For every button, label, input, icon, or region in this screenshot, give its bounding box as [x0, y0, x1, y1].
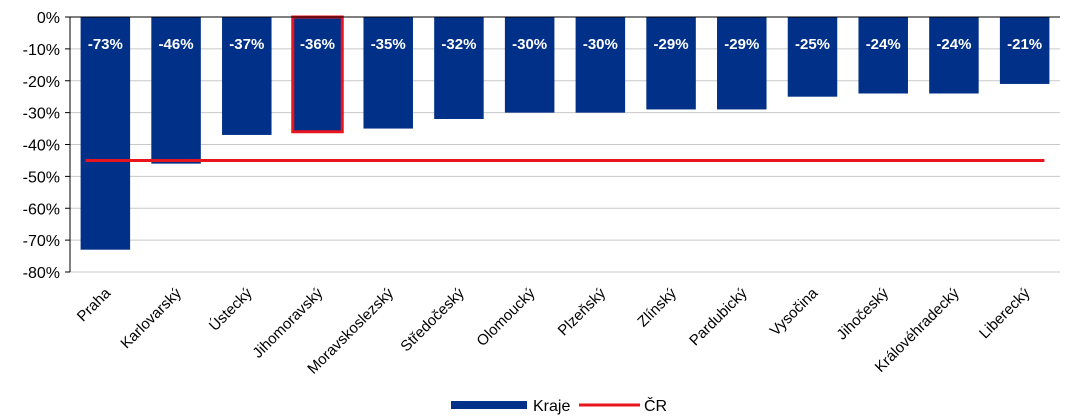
x-category-labels: Praha Karlovarský ÚsteckýJihomoravskýMorav…	[74, 284, 1034, 377]
data-label-9: -29%	[724, 36, 759, 53]
bar-5	[434, 17, 484, 119]
data-label-4: -35%	[371, 36, 406, 53]
legend-swatch-kraje	[451, 401, 527, 409]
bar-8	[646, 17, 696, 110]
category-label-7: Plzeňský	[555, 284, 610, 339]
data-label-8: -29%	[654, 36, 689, 53]
legend: Kraje ČR	[451, 396, 667, 415]
bar-11	[858, 17, 908, 94]
bar-4	[363, 17, 413, 129]
bars	[80, 15, 1050, 250]
data-label-6: -30%	[512, 36, 547, 53]
y-tick-label: -40%	[23, 138, 60, 155]
bar-10	[787, 17, 838, 97]
y-tick-label: 0%	[37, 10, 60, 27]
bar-0	[80, 17, 131, 250]
data-label-0: -73%	[88, 36, 123, 53]
bar-7	[575, 17, 626, 113]
category-label-0: Praha	[74, 284, 115, 325]
data-label-11: -24%	[866, 36, 901, 53]
data-label-10: -25%	[795, 36, 830, 53]
category-label-1: Karlovarský	[117, 284, 185, 352]
data-labels: -73% -46% -37% -36% -35% -32% -30% -30% -29% -29%…	[88, 36, 1042, 53]
bar-2	[222, 17, 272, 135]
y-tick-label: -60%	[23, 201, 60, 218]
y-tick-label: -30%	[23, 106, 60, 123]
bar-13	[999, 17, 1050, 84]
category-label-9: Pardubický	[686, 284, 751, 349]
legend-label-kraje: Kraje	[533, 398, 570, 415]
data-label-7: -30%	[583, 36, 618, 53]
data-label-5: -32%	[441, 36, 476, 53]
category-label-10: Vysočina	[767, 284, 822, 339]
data-label-1: -46%	[159, 36, 194, 53]
category-label-5: Středočeský	[397, 284, 468, 355]
data-label-13: -21%	[1007, 36, 1042, 53]
axes	[65, 16, 1060, 273]
bar-3	[291, 15, 344, 134]
bar-12	[929, 17, 979, 94]
category-label-6: Olomoucký	[473, 284, 538, 349]
y-tick-label: -50%	[23, 169, 60, 186]
category-label-2: Ústecký	[206, 284, 256, 334]
category-label-3: Jihomoravský	[249, 284, 326, 361]
category-label-13: Liberecký	[976, 284, 1034, 342]
y-tick-label: -20%	[23, 74, 60, 91]
y-tick-label: -10%	[23, 42, 60, 59]
data-label-2: -37%	[229, 36, 264, 53]
data-label-12: -24%	[936, 36, 971, 53]
y-tick-labels: 0% -10% -20% -30% -40% -50% -60% -70% -80%	[23, 10, 60, 282]
category-label-8: Zlínský	[634, 284, 680, 330]
y-tick-label: -80%	[23, 265, 60, 282]
bar-9	[717, 17, 767, 110]
legend-label-cr: ČR	[644, 396, 667, 415]
y-tick-label: -70%	[23, 233, 60, 250]
bar-1	[151, 17, 201, 164]
category-label-11: Jihočeský	[833, 284, 892, 343]
bar-6	[504, 17, 555, 113]
data-label-3: -36%	[300, 36, 335, 53]
